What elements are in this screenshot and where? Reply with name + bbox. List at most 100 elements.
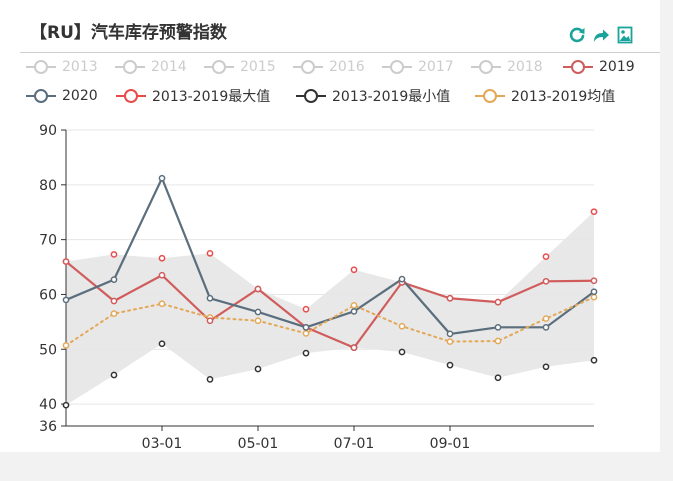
data-point-2020	[542, 323, 550, 331]
data-point-2013-2019均值	[398, 322, 406, 330]
data-point-2013-2019最小值	[446, 361, 454, 369]
y-tick-label: 36	[39, 419, 57, 435]
toolbox	[568, 26, 634, 44]
legend-item-2013-2019均值[interactable]: 2013-2019均值	[475, 86, 615, 106]
data-point-2019	[254, 285, 262, 293]
chart-title: 【RU】汽车库存预警指数	[30, 23, 227, 43]
share-icon[interactable]	[592, 26, 610, 44]
data-point-2013-2019最大值	[302, 305, 310, 313]
legend-item-2020[interactable]: 2020	[26, 86, 98, 106]
legend-marker-icon	[115, 60, 145, 74]
legend-item-2018[interactable]: 2018	[471, 57, 543, 77]
refresh-icon[interactable]	[568, 26, 586, 44]
legend-label: 2013-2019均值	[511, 89, 616, 105]
data-point-2020	[62, 296, 70, 304]
x-tick-label: 03-01	[142, 436, 183, 452]
legend-marker-icon	[563, 60, 593, 74]
legend-item-2015[interactable]: 2015	[204, 57, 276, 77]
data-point-2019	[446, 294, 454, 302]
line-chart: 36 40 50 60 70 80 90 03-01 05-01 07-01 09-01	[39, 123, 598, 452]
data-point-2013-2019最小值	[158, 340, 166, 348]
legend-marker-icon	[26, 60, 56, 74]
legend-marker-icon	[475, 89, 505, 103]
min-max-band	[66, 211, 594, 406]
data-point-2013-2019均值	[590, 293, 598, 301]
x-tick-label: 09-01	[430, 436, 471, 452]
data-point-2019	[158, 271, 166, 279]
legend-item-2013[interactable]: 2013	[26, 57, 98, 77]
data-point-2013-2019均值	[110, 310, 118, 317]
data-point-2013-2019均值	[302, 330, 310, 337]
x-tick-label: 07-01	[334, 436, 375, 452]
data-point-2013-2019均值	[254, 317, 262, 325]
data-point-2019	[590, 277, 598, 285]
data-point-2013-2019最小值	[62, 401, 70, 409]
data-point-2019	[494, 298, 502, 306]
y-tick-label: 50	[39, 342, 57, 358]
data-point-2020	[590, 288, 598, 296]
chart-card: 【RU】汽车库存预警指数 2013 2014 2015 2016 2017 2018 201…	[0, 0, 660, 452]
data-point-2020	[398, 275, 406, 283]
data-point-2013-2019均值	[62, 342, 70, 349]
legend-item-2013-2019最大值[interactable]: 2013-2019最大值	[116, 86, 270, 106]
data-point-2020	[110, 276, 118, 283]
legend-marker-icon	[296, 89, 326, 103]
legend-label: 2013-2019最小值	[332, 89, 451, 105]
legend-marker-icon	[382, 60, 412, 74]
y-tick-label: 90	[39, 123, 57, 139]
data-point-2020	[494, 323, 502, 331]
x-tick-label: 05-01	[238, 436, 279, 452]
data-point-2013-2019最小值	[494, 374, 502, 382]
legend-label: 2013-2019最大值	[152, 89, 271, 105]
data-point-2013-2019最大值	[206, 249, 214, 257]
data-point-2019	[206, 317, 214, 325]
legend-label: 2019	[599, 59, 635, 75]
chart-header: 【RU】汽车库存预警指数	[20, 10, 660, 53]
data-point-2013-2019最小值	[590, 356, 598, 364]
legend-label: 2013	[62, 59, 98, 75]
data-point-2019	[350, 344, 358, 351]
legend-marker-icon	[471, 60, 501, 74]
y-tick-label: 60	[39, 287, 57, 303]
legend-label: 2017	[418, 59, 454, 75]
data-point-2013-2019最大值	[590, 208, 598, 216]
data-point-2013-2019均值	[158, 300, 166, 308]
data-point-2019	[542, 277, 550, 285]
y-tick-label: 40	[39, 397, 57, 413]
data-point-2013-2019最大值	[158, 254, 166, 262]
legend-item-2017[interactable]: 2017	[382, 57, 454, 77]
data-point-2020	[158, 174, 166, 182]
data-point-2020	[302, 323, 310, 331]
data-point-2020	[206, 294, 214, 302]
series-line-2019	[65, 260, 595, 349]
data-point-2013-2019最小值	[206, 376, 214, 383]
legend-item-2019[interactable]: 2019	[563, 57, 635, 77]
data-point-2013-2019均值	[494, 337, 502, 345]
data-point-2013-2019最小值	[542, 363, 550, 371]
data-point-2013-2019均值	[542, 315, 550, 322]
data-point-2020	[446, 330, 454, 338]
legend-marker-icon	[116, 89, 146, 103]
download-image-icon[interactable]	[616, 26, 634, 44]
legend-label: 2020	[62, 88, 98, 104]
data-point-2013-2019最大值	[110, 251, 118, 258]
y-tick-label: 70	[39, 233, 57, 249]
legend-item-2014[interactable]: 2014	[115, 57, 187, 77]
data-point-2013-2019最大值	[542, 253, 550, 260]
data-point-2013-2019最小值	[110, 371, 118, 379]
data-point-2013-2019均值	[446, 338, 454, 345]
legend-marker-icon	[293, 60, 323, 74]
data-point-2013-2019最小值	[254, 365, 262, 373]
legend-label: 2018	[507, 59, 543, 75]
y-tick-label: 80	[39, 178, 57, 194]
data-point-2019	[62, 258, 70, 265]
legend-item-2013-2019最小值[interactable]: 2013-2019最小值	[296, 86, 450, 106]
data-point-2020	[350, 308, 358, 315]
series-line-2013-2019均值	[65, 296, 595, 347]
legend-label: 2015	[240, 59, 276, 75]
data-point-2013-2019均值	[350, 302, 358, 309]
legend-item-2016[interactable]: 2016	[293, 57, 365, 77]
data-point-2013-2019最小值	[302, 349, 310, 357]
data-point-2019	[110, 297, 118, 305]
data-point-2020	[254, 308, 262, 316]
